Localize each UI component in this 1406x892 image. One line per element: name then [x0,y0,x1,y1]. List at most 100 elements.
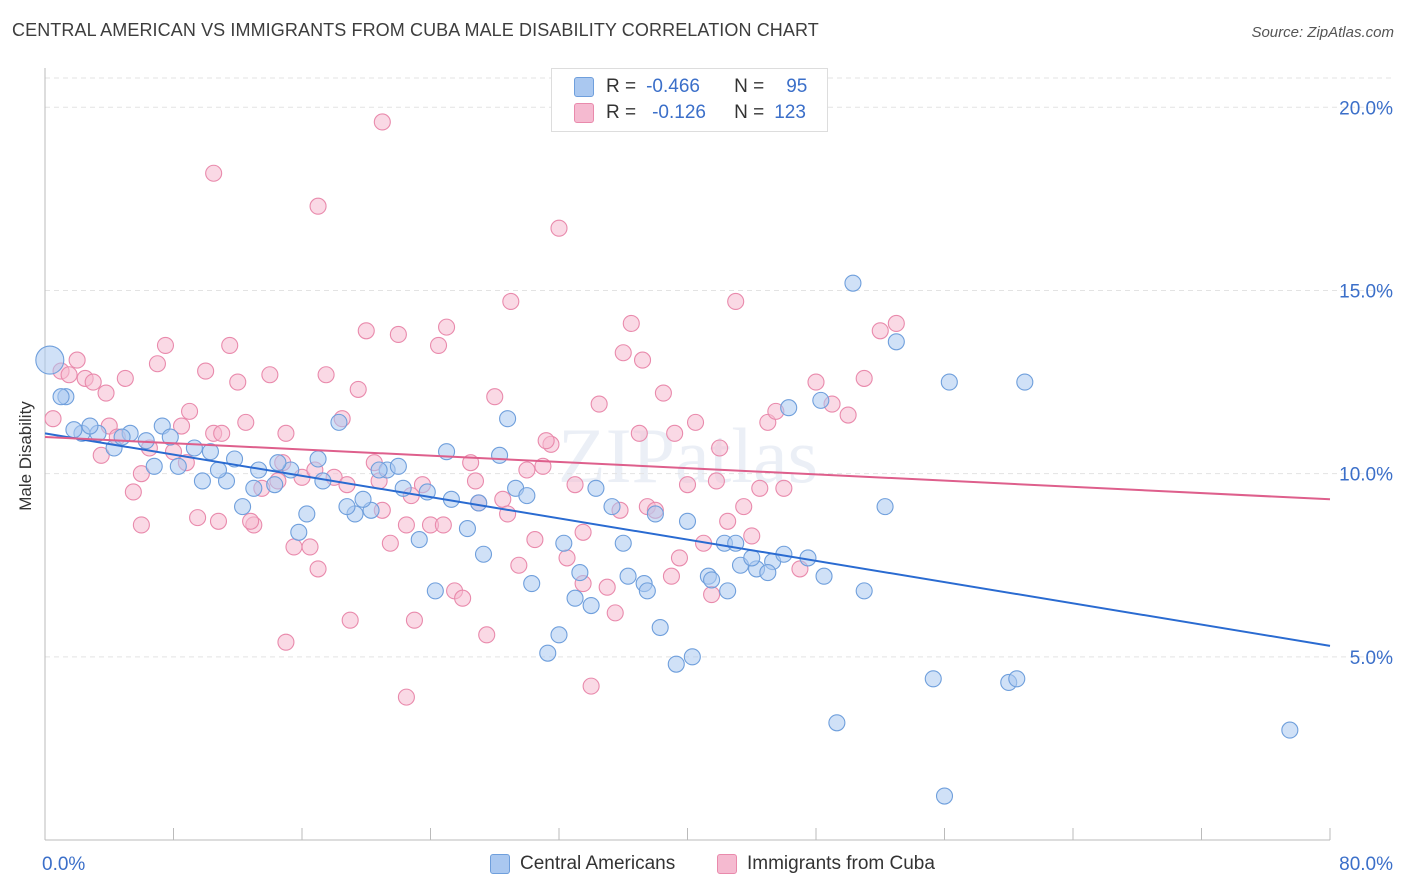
legend-swatch-pink [574,103,594,123]
point-central-americans [52,388,70,406]
point-immigrants-from-cuba [558,549,576,567]
point-immigrants-from-cuba [132,465,150,483]
point-immigrants-from-cuba [614,344,632,362]
point-immigrants-from-cuba [242,512,260,530]
point-central-americans [587,479,605,497]
point-central-americans [743,549,761,567]
point-immigrants-from-cuba [116,369,134,387]
point-central-americans [780,399,798,417]
point-central-americans [389,457,407,475]
point-central-americans [209,461,228,479]
point-central-americans [638,582,656,600]
point-central-americans [499,410,517,428]
point-immigrants-from-cuba [502,292,520,311]
point-central-americans [113,428,131,446]
point-immigrants-from-cuba [670,549,689,567]
point-immigrants-from-cuba [494,490,512,508]
point-immigrants-from-cuba [357,322,375,340]
source-label: Source: ZipAtlas.com [1251,24,1394,41]
point-central-americans [855,582,873,600]
point-immigrants-from-cuba [633,351,652,369]
point-immigrants-from-cuba [213,424,231,442]
point-immigrants-from-cuba [301,538,319,556]
point-immigrants-from-cuba [373,113,391,131]
point-central-americans [193,472,211,490]
stats-legend: R = -0.466 N = 95 R = -0.126 N = 123 [551,68,828,132]
point-central-americans [940,373,958,391]
point-central-americans [719,582,737,600]
point-immigrants-from-cuba [397,516,415,534]
point-immigrants-from-cuba [285,538,303,556]
legend-n-value: 95 [786,76,808,97]
point-immigrants-from-cuba [855,369,873,387]
point-central-americans [266,476,284,494]
point-immigrants-from-cuba [438,318,456,336]
bottom-legend-central-americans: Central Americans [490,851,675,877]
point-immigrants-from-cuba [574,523,592,541]
point-immigrants-from-cuba [727,292,745,311]
point-central-americans [354,490,372,508]
bottom-legend-immigrants-from-cuba: Immigrants from Cuba [717,851,935,877]
legend-n-label: N = [734,102,765,123]
point-central-americans [458,520,476,538]
point-immigrants-from-cuba [526,531,544,549]
point-central-americans [290,523,308,541]
point-immigrants-from-cuba [172,417,191,435]
point-central-americans [410,531,428,549]
point-immigrants-from-cuba [309,560,327,578]
point-central-americans [1281,721,1299,739]
point-immigrants-from-cuba [703,585,721,604]
bottom-legend-label-immigrants-from-cuba: Immigrants from Cuba [747,853,935,874]
point-immigrants-from-cuba [751,479,769,497]
point-central-americans [145,457,163,475]
point-central-americans [35,345,65,375]
point-immigrants-from-cuba [277,424,295,442]
y-tick-label: 15.0% [1339,281,1393,302]
point-immigrants-from-cuba [429,336,448,354]
point-immigrants-from-cuba [537,432,555,450]
point-central-americans [225,450,244,468]
point-central-americans [678,512,697,530]
point-immigrants-from-cuba [97,384,115,402]
point-central-americans [245,479,263,497]
point-central-americans [815,567,833,585]
point-immigrants-from-cuba [197,362,215,380]
point-immigrants-from-cuba [164,443,183,461]
point-central-americans [298,505,316,523]
point-immigrants-from-cuba [466,472,485,490]
point-immigrants-from-cuba [486,388,504,406]
point-immigrants-from-cuba [205,164,223,182]
point-immigrants-from-cuba [454,589,472,607]
point-immigrants-from-cuba [775,479,793,497]
point-central-americans [667,655,685,673]
point-central-americans [876,498,894,516]
bottom-legend-swatch-pink [717,854,737,874]
point-central-americans [828,714,846,732]
point-immigrants-from-cuba [654,384,672,402]
point-central-americans [1016,373,1034,391]
point-immigrants-from-cuba [622,314,640,333]
point-immigrants-from-cuba [132,516,150,534]
point-immigrants-from-cuba [719,512,737,530]
point-central-americans [646,505,664,523]
point-central-americans [161,428,179,446]
point-central-americans [338,498,356,516]
point-central-americans [844,274,862,292]
legend-r-label: R = [606,102,637,123]
point-immigrants-from-cuba [44,410,62,428]
point-immigrants-from-cuba [261,366,279,384]
point-immigrants-from-cuba [229,373,247,391]
point-central-americans [201,443,219,461]
point-central-americans [523,575,541,593]
point-immigrants-from-cuba [686,413,705,431]
point-immigrants-from-cuba [550,219,568,237]
point-immigrants-from-cuba [389,325,407,343]
point-central-americans [169,457,187,475]
legend-r-label: R = [606,76,637,97]
point-immigrants-from-cuba [630,424,648,442]
point-central-americans [65,421,83,439]
point-central-americans [518,487,536,505]
point-immigrants-from-cuba [598,578,616,596]
legend-row-immigrants-from-cuba: R = -0.126 N = 123 [552,100,806,126]
point-immigrants-from-cuba [590,395,608,413]
